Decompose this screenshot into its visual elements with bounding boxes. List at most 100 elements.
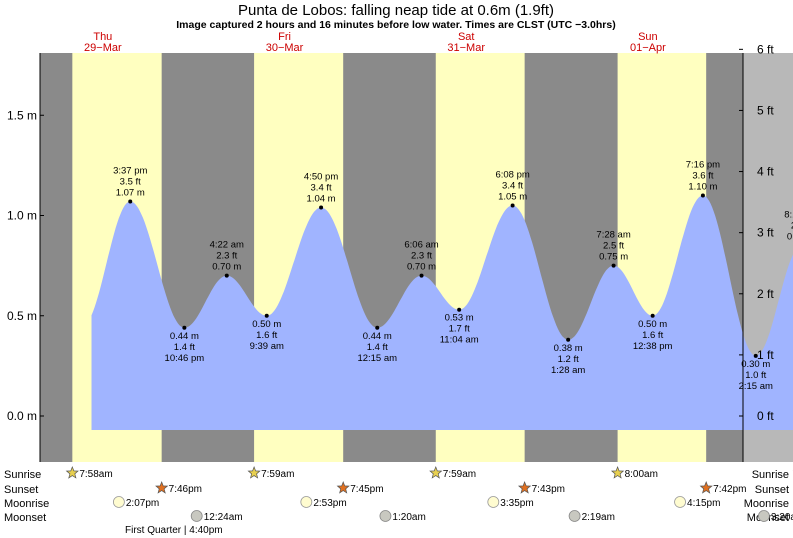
sunset-time-0: 7:46pm [169, 484, 202, 495]
tide-point-5 [375, 325, 380, 330]
tide-label-3-2: 9:39 am [250, 341, 284, 352]
moonset-time-3: 3:20am [771, 512, 793, 523]
tide-label-9-2: 1:28 am [551, 365, 585, 376]
moonset-time-0: 12:24am [204, 512, 243, 523]
tide-label-10-1: 2.5 ft [603, 241, 624, 252]
tide-label-1-1: 1.4 ft [174, 342, 195, 353]
tide-label-12-1: 3.6 ft [692, 170, 713, 181]
day-name-0: Thu [93, 31, 112, 43]
moonset-icon-3 [758, 510, 770, 522]
tide-label-0-1: 3.5 ft [120, 176, 141, 187]
tide-label-10-2: 0.75 m [599, 252, 628, 263]
moonrise-label-right: Moonrise [744, 498, 789, 510]
almanac: Sunrise Sunrise Sunset Sunset Moonrise Moonri… [4, 466, 793, 536]
moonset-time-1: 1:20am [392, 512, 425, 523]
tide-point-7 [457, 307, 462, 312]
tide-label-3-0: 0.50 m [252, 319, 281, 330]
tide-point-12 [700, 193, 705, 198]
moonset-icon-0 [190, 510, 203, 522]
day-headers: Thu29−MarFri30−MarSat31−MarSun01−AprMon0… [84, 31, 666, 54]
tide-label-5-1: 1.4 ft [367, 342, 388, 353]
day-name-2: Sat [458, 31, 475, 43]
chart-subtitle: Image captured 2 hours and 16 minutes be… [176, 19, 615, 31]
left-tick-label-2: 1.0 m [7, 209, 37, 223]
moonset-time-2: 2:19am [582, 512, 615, 523]
sunset-icon-3 [699, 481, 713, 494]
tide-point-4 [319, 205, 324, 210]
tide-label-11-2: 12:38 pm [633, 341, 673, 352]
tide-label-4-2: 1.04 m [307, 193, 336, 204]
tide-label-2-1: 2.3 ft [216, 251, 237, 262]
sunrise-icon-1 [247, 466, 261, 479]
tide-label-14-1: 2.8 ft [791, 221, 793, 232]
tide-label-1-0: 0.44 m [170, 331, 199, 342]
tide-label-4-0: 4:50 pm [304, 171, 338, 182]
tide-label-13-1: 1.0 ft [745, 370, 766, 381]
right-tick-label-6: 6 ft [757, 42, 774, 56]
sunset-time-2: 7:43pm [532, 484, 565, 495]
moonrise-time-3: 4:15pm [687, 498, 720, 509]
right-tick-label-5: 5 ft [757, 103, 774, 117]
tide-point-2 [224, 273, 229, 278]
tide-area [91, 195, 793, 430]
sunset-icon-1 [336, 481, 350, 494]
tide-label-13-0: 0.30 m [741, 359, 770, 370]
tide-label-11-1: 1.6 ft [642, 330, 663, 341]
chart-title: Punta de Lobos: falling neap tide at 0.6… [238, 2, 554, 19]
sunset-time-1: 7:45pm [350, 484, 383, 495]
moon-phase: First Quarter | 4:40pm [125, 525, 223, 536]
tide-label-11-0: 0.50 m [638, 319, 667, 330]
tide-label-8-2: 1.05 m [498, 191, 527, 202]
day-name-3: Sun [638, 31, 658, 43]
tide-label-14-0: 8:17 am [784, 210, 793, 221]
moonrise-icon-2 [487, 496, 500, 508]
sunrise-label-left: Sunrise [4, 469, 41, 481]
sunrise-time-0: 7:58am [79, 469, 112, 480]
tide-label-3-1: 1.6 ft [256, 330, 277, 341]
right-tick-label-4: 4 ft [757, 165, 774, 179]
tide-point-8 [510, 203, 515, 208]
tide-label-6-1: 2.3 ft [411, 251, 432, 262]
moonrise-icon-0 [112, 496, 125, 508]
day-name-1: Fri [278, 31, 291, 43]
sunrise-icon-0 [65, 466, 79, 479]
tide-label-13-2: 2:15 am [739, 381, 773, 392]
tide-point-0 [128, 199, 133, 204]
tide-point-6 [419, 273, 424, 278]
tide-label-2-0: 4:22 am [210, 240, 244, 251]
left-tick-label-3: 1.5 m [7, 108, 37, 122]
day-date-2: 31−Mar [447, 42, 485, 54]
tide-label-6-2: 0.70 m [407, 262, 436, 273]
tide-label-12-0: 7:16 pm [686, 159, 720, 170]
day-date-3: 01−Apr [630, 42, 666, 54]
tide-label-7-0: 0.53 m [445, 313, 474, 324]
moonrise-time-2: 3:35pm [500, 498, 533, 509]
tide-label-4-1: 3.4 ft [311, 182, 332, 193]
tide-point-3 [264, 313, 269, 318]
tide-label-12-2: 1.10 m [688, 181, 717, 192]
tide-label-0-0: 3:37 pm [113, 165, 147, 176]
tide-label-2-2: 0.70 m [212, 262, 241, 273]
right-tick-label-0: 0 ft [757, 409, 774, 423]
tide-label-6-0: 6:06 am [404, 240, 438, 251]
tide-label-0-2: 1.07 m [116, 187, 145, 198]
day-date-1: 30−Mar [266, 42, 304, 54]
sunrise-icon-3 [610, 466, 625, 479]
tide-label-7-1: 1.7 ft [449, 324, 470, 335]
tide-label-1-2: 10:46 pm [165, 353, 205, 364]
sunset-label-right: Sunset [755, 484, 789, 496]
tide-label-5-0: 0.44 m [363, 331, 392, 342]
tide-point-1 [182, 325, 187, 330]
tide-label-8-0: 6:08 pm [495, 169, 529, 180]
tide-point-10 [611, 263, 616, 268]
moonset-label-left: Moonset [4, 512, 46, 524]
tide-label-9-1: 1.2 ft [558, 354, 579, 365]
day-date-0: 29−Mar [84, 42, 122, 54]
moonset-icon-2 [568, 510, 581, 522]
left-tick-label-1: 0.5 m [7, 309, 37, 323]
sunset-icon-2 [517, 481, 532, 494]
moonrise-icon-3 [674, 496, 686, 508]
tide-label-5-2: 12:15 am [357, 353, 397, 364]
